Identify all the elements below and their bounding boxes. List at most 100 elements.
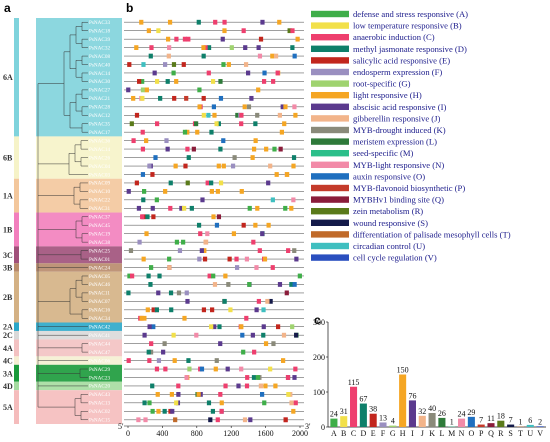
cis-element-mark (162, 341, 167, 347)
legend-swatch (311, 92, 349, 99)
cis-element-mark (245, 375, 250, 380)
bar (526, 424, 534, 427)
legend-swatch (311, 10, 349, 18)
gene-label: PsNAC44 (89, 341, 110, 347)
bar (379, 422, 387, 427)
cis-element-mark (202, 248, 207, 254)
clade-band-6B (36, 136, 122, 179)
bar-value-label: 76 (408, 391, 416, 400)
gene-label: PsNAC21 (89, 96, 110, 102)
bar-value-label: 4 (391, 417, 395, 426)
cis-element-mark (268, 298, 273, 304)
cis-element-mark (126, 358, 131, 363)
x-tick-label: O (468, 429, 474, 438)
cis-element-mark (197, 104, 202, 110)
x-tick-label: I (411, 429, 414, 438)
cis-element-mark (284, 290, 289, 296)
cis-element-mark (248, 417, 253, 423)
cis-element-mark (136, 417, 141, 423)
cis-element-mark (255, 375, 260, 380)
cis-element-mark (194, 332, 199, 338)
cis-element-mark (218, 180, 224, 186)
cis-element-mark (130, 273, 135, 279)
cis-element-mark (156, 290, 161, 296)
cis-element-mark (184, 375, 189, 380)
cis-element-mark (174, 239, 180, 245)
legend-swatch (311, 80, 349, 87)
cis-element-mark (272, 146, 277, 152)
cis-element-mark (169, 391, 174, 397)
cis-element-mark (261, 79, 267, 84)
cis-element-mark (280, 104, 285, 110)
cis-element-mark (210, 408, 216, 414)
group-label: 2B (3, 293, 13, 302)
cis-element-mark (218, 95, 224, 101)
gene-label: PsNAC32 (89, 45, 110, 51)
x-tick-label: F (381, 429, 386, 438)
gene-label: PsNAC03 (89, 172, 110, 178)
gene-label: PsNAC22 (89, 198, 110, 204)
group-label: 3B (3, 264, 13, 273)
group-label: 1A (3, 192, 13, 201)
gene-label: PsNAC14 (89, 71, 110, 77)
cis-element-mark (150, 172, 155, 177)
legend-swatch (311, 115, 349, 122)
cis-element-mark (156, 358, 162, 363)
cis-element-mark (273, 383, 278, 389)
cis-element-mark (239, 188, 244, 194)
group-bar-1B (14, 212, 19, 247)
cis-element-mark (212, 324, 217, 330)
cis-element-mark (196, 391, 201, 397)
cis-element-mark (148, 282, 153, 287)
cis-element-mark (143, 417, 148, 423)
cis-element-mark (261, 307, 266, 313)
group-bar-2B (14, 271, 19, 323)
cis-element-mark (216, 163, 221, 169)
cis-element-mark (163, 62, 168, 67)
cis-element-mark (213, 366, 218, 372)
motif-axis-tick-label: 0 (126, 429, 130, 438)
cis-element-mark (127, 273, 132, 279)
cis-element-mark (151, 307, 156, 313)
cis-element-mark (241, 349, 246, 355)
cis-element-mark (169, 307, 174, 313)
legend-swatch (311, 68, 349, 76)
cis-element-mark (197, 87, 202, 93)
cis-element-mark (198, 231, 203, 237)
cis-element-mark (174, 36, 179, 42)
gene-label: PsNAC15 (89, 418, 110, 424)
x-tick-label: G (390, 429, 396, 438)
gene-label: PsNAC09 (89, 181, 110, 187)
cis-element-mark (254, 307, 259, 313)
cis-element-mark (239, 366, 244, 372)
cis-element-mark (173, 163, 178, 169)
y-tick-label: 100 (313, 388, 325, 397)
cis-element-mark (232, 155, 237, 160)
cis-element-mark (292, 104, 297, 110)
cis-element-mark (189, 205, 194, 211)
cis-element-mark (209, 188, 214, 194)
cis-element-mark (212, 282, 218, 287)
cis-element-mark (156, 28, 161, 34)
cis-element-mark (155, 391, 160, 397)
cis-element-mark (141, 62, 146, 67)
cis-element-mark (223, 273, 228, 279)
cis-element-mark (201, 95, 206, 101)
x-tick-label: T (518, 429, 523, 438)
cis-element-mark (163, 366, 168, 372)
cis-element-mark (263, 341, 269, 347)
cis-element-mark (196, 222, 202, 228)
cis-element-mark (145, 307, 150, 313)
cis-element-mark (215, 188, 220, 194)
cis-element-mark (261, 324, 266, 330)
group-bar-2A (14, 322, 19, 331)
cis-element-mark (206, 112, 211, 118)
gene-label: PsNAC01 (89, 257, 110, 263)
legend-swatch (311, 150, 349, 157)
legend-swatch (311, 254, 349, 261)
cis-element-mark (235, 112, 240, 118)
cis-element-mark (165, 79, 170, 84)
cis-element-mark (209, 129, 214, 135)
group-bar-2C (14, 330, 19, 340)
